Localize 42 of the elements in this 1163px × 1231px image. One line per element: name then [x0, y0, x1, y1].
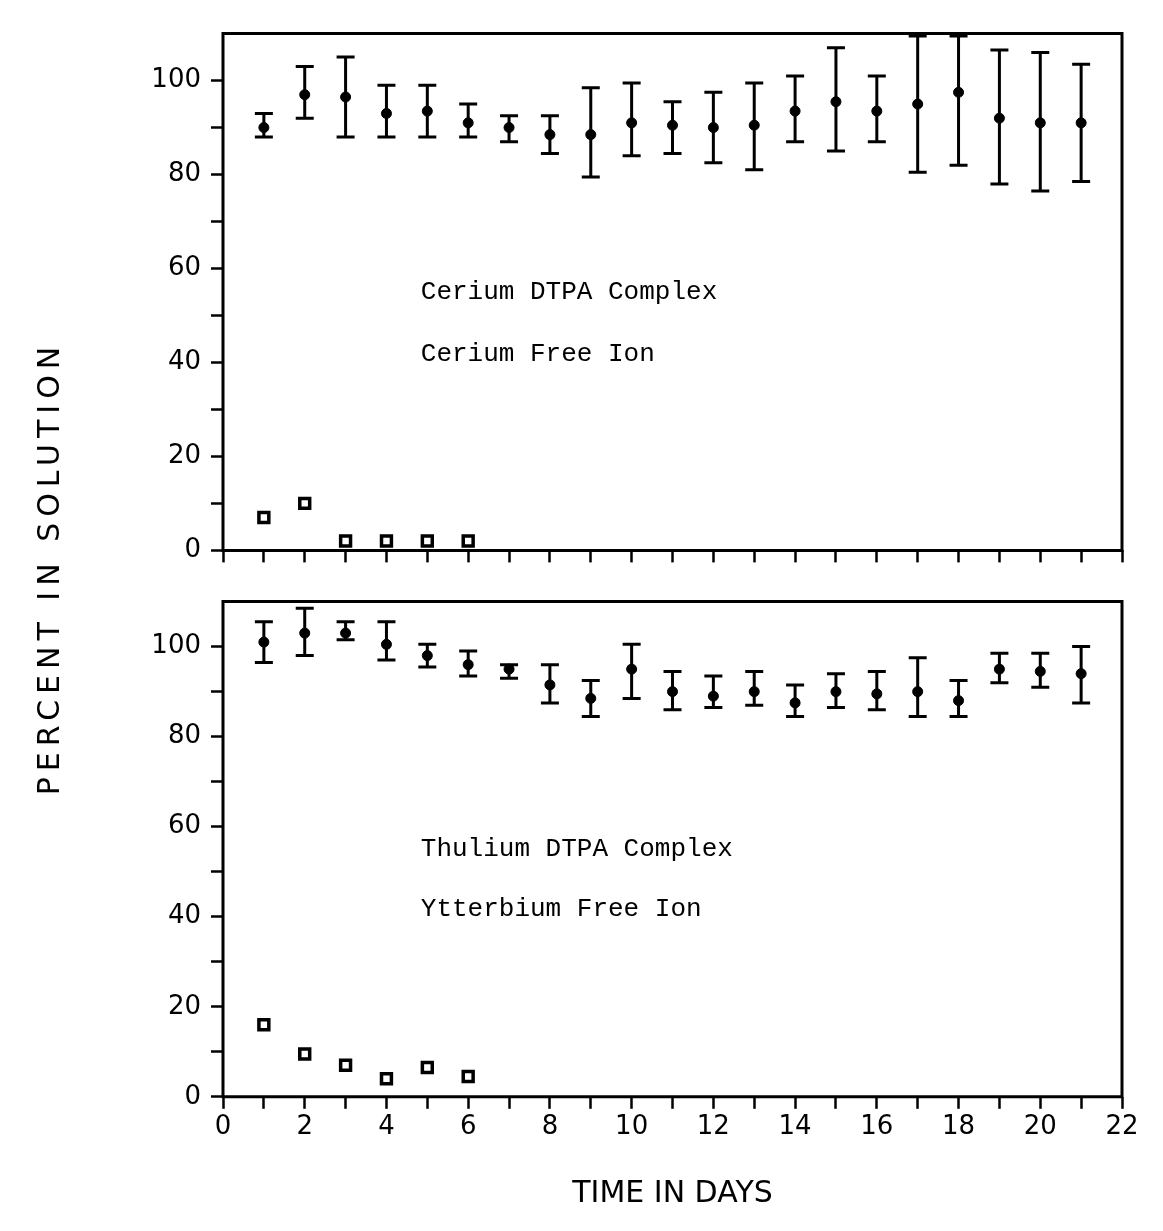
point	[420, 1060, 435, 1075]
y-tick-label: 40	[167, 345, 201, 376]
annotation: Ytterbium Free Ion	[420, 893, 702, 924]
y-tick-label: 60	[167, 251, 201, 282]
y-tick-label: 40	[167, 899, 201, 930]
x-tick-label: 2	[296, 1110, 313, 1141]
point	[298, 496, 312, 511]
y-tick-label: 100	[151, 629, 201, 660]
point	[298, 1047, 312, 1061]
annotation: Thulium DTPA Complex	[420, 834, 733, 865]
y-tick-label: 0	[184, 1079, 201, 1110]
x-tick-label: 0	[214, 1110, 232, 1141]
x-tick-label: 14	[778, 1110, 812, 1141]
x-tick-label: 10	[615, 1110, 649, 1141]
point	[420, 534, 435, 548]
x-tick-label: 18	[942, 1110, 976, 1141]
x-tick-label: 20	[1023, 1110, 1057, 1141]
point	[257, 510, 271, 525]
y-tick-label: 80	[167, 719, 201, 750]
point	[461, 1069, 475, 1084]
point	[379, 534, 394, 548]
y-tick-label: 0	[184, 533, 201, 564]
x-tick-label: 4	[378, 1110, 395, 1141]
point	[461, 534, 475, 548]
annotation: Cerium DTPA Complex	[420, 276, 718, 307]
x-tick-label: 12	[696, 1110, 730, 1141]
x-axis-title: TIME IN DAYS	[571, 1173, 773, 1209]
x-tick-label: 8	[541, 1110, 559, 1141]
point	[257, 1018, 271, 1032]
y-tick-label: 80	[167, 157, 201, 188]
annotation: Cerium Free Ion	[420, 338, 655, 369]
x-tick-label: 22	[1105, 1110, 1139, 1141]
x-tick-label: 16	[860, 1110, 894, 1141]
y-tick-label: 100	[151, 63, 201, 94]
point	[338, 534, 353, 548]
y-tick-label: 20	[167, 439, 201, 470]
y-tick-label: 20	[167, 989, 201, 1020]
point	[338, 1058, 353, 1072]
x-tick-label: 6	[459, 1110, 477, 1141]
y-axis-title: PERCENT IN SOLUTION	[30, 340, 66, 796]
point	[379, 1072, 394, 1086]
y-tick-label: 60	[167, 809, 201, 840]
